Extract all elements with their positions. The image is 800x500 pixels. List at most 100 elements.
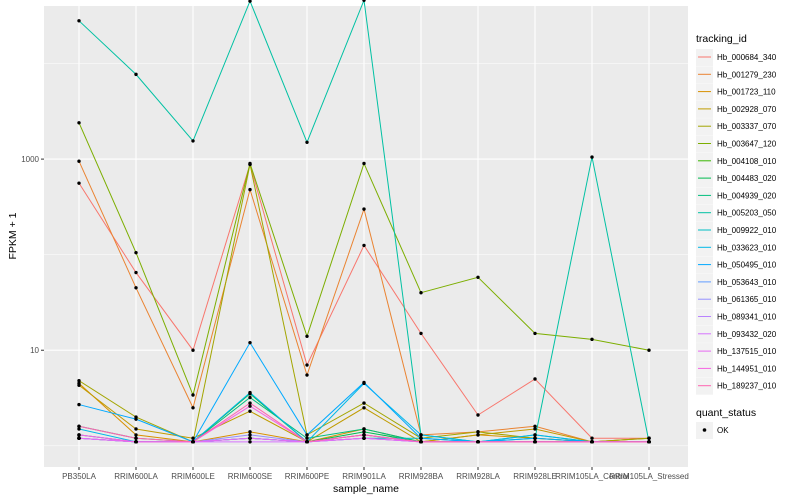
data-point xyxy=(476,440,480,444)
legend-label: Hb_003647_120 xyxy=(717,140,777,149)
data-point xyxy=(590,440,594,444)
major-gridlines xyxy=(44,6,688,467)
y-tick-label: 10 xyxy=(30,346,39,355)
x-tick-label: RRIM600SE xyxy=(228,472,272,481)
x-tick-label: RRIM928LE xyxy=(513,472,557,481)
x-tick-label: RRIM600PE xyxy=(285,472,329,481)
data-point xyxy=(647,348,651,352)
data-point xyxy=(305,440,309,444)
x-tick-label: RRIM105LA_Control xyxy=(555,472,629,481)
data-point xyxy=(77,433,81,437)
data-point xyxy=(305,334,309,338)
data-point xyxy=(134,433,138,437)
data-point xyxy=(476,413,480,417)
data-point xyxy=(77,121,81,125)
data-point xyxy=(362,406,366,410)
data-point xyxy=(533,377,537,381)
data-point xyxy=(134,427,138,431)
data-point xyxy=(248,404,252,408)
legend-label: Hb_009922_010 xyxy=(717,226,777,235)
data-point xyxy=(191,139,195,143)
data-point xyxy=(77,436,81,440)
data-point xyxy=(134,440,138,444)
x-tick-label: RRIM928LA xyxy=(456,472,500,481)
data-point xyxy=(305,373,309,377)
data-point xyxy=(191,393,195,397)
x-axis: PB350LA RRIM600LA RRIM600LE RRIM600SE RRIM60… xyxy=(62,467,689,481)
data-point xyxy=(191,440,195,444)
data-point xyxy=(248,401,252,405)
data-point xyxy=(362,427,366,431)
data-point xyxy=(305,363,309,367)
data-point xyxy=(533,331,537,336)
x-tick-label: PB350LA xyxy=(62,472,96,481)
legend: tracking_id Hb_000684_340Hb_001279_230Hb… xyxy=(696,33,777,439)
data-point xyxy=(134,270,138,275)
data-point xyxy=(77,378,81,383)
data-point xyxy=(476,430,480,434)
data-point xyxy=(191,436,195,440)
data-point xyxy=(134,72,138,77)
data-point xyxy=(77,424,81,428)
data-point xyxy=(419,436,423,440)
y-axis: 10 1000 xyxy=(21,155,44,355)
legend-label: Hb_001723_110 xyxy=(717,88,776,97)
data-point xyxy=(362,430,366,434)
legend-label: Hb_002928_070 xyxy=(717,105,777,114)
data-point xyxy=(134,250,138,255)
data-point xyxy=(134,417,138,421)
data-point xyxy=(533,427,537,431)
data-point xyxy=(248,187,252,192)
data-point xyxy=(362,401,366,405)
data-point xyxy=(248,395,252,400)
data-point xyxy=(191,348,195,352)
data-point xyxy=(533,433,537,437)
legend-label: Hb_144951_010 xyxy=(717,364,777,373)
legend-label: Hb_089341_010 xyxy=(717,313,777,322)
data-point xyxy=(248,409,252,413)
data-point xyxy=(362,243,366,248)
data-point xyxy=(134,436,138,440)
y-tick-label: 1000 xyxy=(21,155,39,164)
data-point xyxy=(248,161,252,166)
legend-label: OK xyxy=(717,426,729,435)
legend-label: Hb_033623_010 xyxy=(717,243,777,252)
data-point xyxy=(191,406,195,410)
data-point xyxy=(77,159,81,163)
legend-label: Hb_053643_010 xyxy=(717,278,777,287)
data-point xyxy=(362,0,366,2)
x-axis-title: sample_name xyxy=(333,483,399,495)
legend-label: Hb_050495_010 xyxy=(717,261,777,270)
data-point xyxy=(590,155,594,159)
data-point xyxy=(305,436,309,440)
plot-panel xyxy=(44,6,688,467)
data-point xyxy=(248,440,252,444)
legend-label: Hb_000684_340 xyxy=(717,53,777,62)
data-point xyxy=(77,402,81,407)
y-axis-title: FPKM + 1 xyxy=(7,212,19,259)
x-tick-label: RRIM901LA xyxy=(342,472,386,481)
data-point xyxy=(476,433,480,437)
data-point xyxy=(77,383,81,387)
data-point xyxy=(590,337,594,342)
series-points xyxy=(77,0,651,444)
data-point xyxy=(362,433,366,437)
legend-label: Hb_003337_070 xyxy=(717,122,777,131)
data-point xyxy=(248,0,252,3)
x-tick-label: RRIM928BA xyxy=(399,472,444,481)
data-point xyxy=(248,340,252,345)
legend-label: Hb_004939_020 xyxy=(717,191,777,200)
data-point xyxy=(533,424,537,428)
data-point xyxy=(77,19,81,23)
legend-label: Hb_004483_020 xyxy=(717,174,777,183)
legend-label: Hb_137515_010 xyxy=(717,347,777,356)
legend-title-quant-status: quant_status xyxy=(696,407,756,419)
legend-key-point xyxy=(702,428,707,432)
data-point xyxy=(419,331,423,336)
legend-label: Hb_061365_010 xyxy=(717,295,777,304)
legend-items: Hb_000684_340 Hb_001279_230 Hb_001723_110 H… xyxy=(696,49,777,395)
data-point xyxy=(305,433,309,437)
data-point xyxy=(533,440,537,444)
legend-status: OK xyxy=(696,422,729,439)
